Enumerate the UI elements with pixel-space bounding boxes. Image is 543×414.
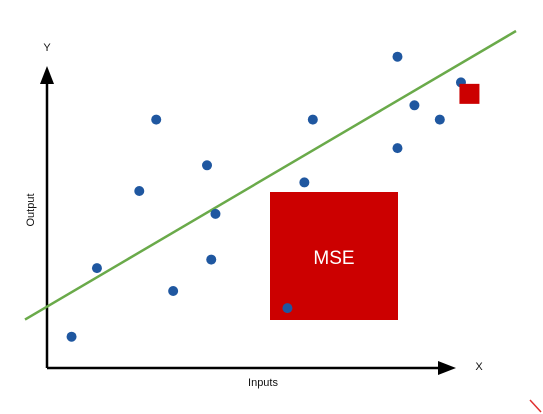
data-point	[91, 263, 102, 274]
data-point	[282, 303, 293, 314]
data-point	[134, 186, 145, 196]
y-axis-arrowhead	[40, 66, 54, 84]
data-point	[307, 114, 318, 125]
data-point	[392, 143, 403, 154]
mse-label: MSE	[313, 248, 354, 269]
data-point	[66, 331, 77, 342]
data-point	[409, 100, 420, 111]
mse-square	[270, 192, 398, 320]
data-point	[210, 208, 221, 219]
fit-line	[24, 29, 517, 321]
data-point	[151, 114, 162, 125]
data-point	[206, 254, 217, 265]
axes: Y X Inputs Output	[25, 42, 483, 389]
x-axis-arrowhead	[438, 361, 456, 375]
highlighted-point	[459, 83, 480, 104]
x-axis-letter: X	[475, 361, 483, 373]
y-axis-label: Output	[25, 193, 37, 226]
data-point	[168, 286, 179, 296]
y-axis-letter: Y	[43, 42, 51, 54]
mse-box: MSE	[270, 192, 398, 320]
data-points	[66, 51, 466, 342]
data-point	[434, 114, 445, 125]
data-point	[299, 177, 310, 188]
data-point	[392, 51, 403, 62]
data-point	[202, 160, 213, 171]
corner-mark	[529, 399, 542, 413]
x-axis-label: Inputs	[248, 377, 278, 389]
